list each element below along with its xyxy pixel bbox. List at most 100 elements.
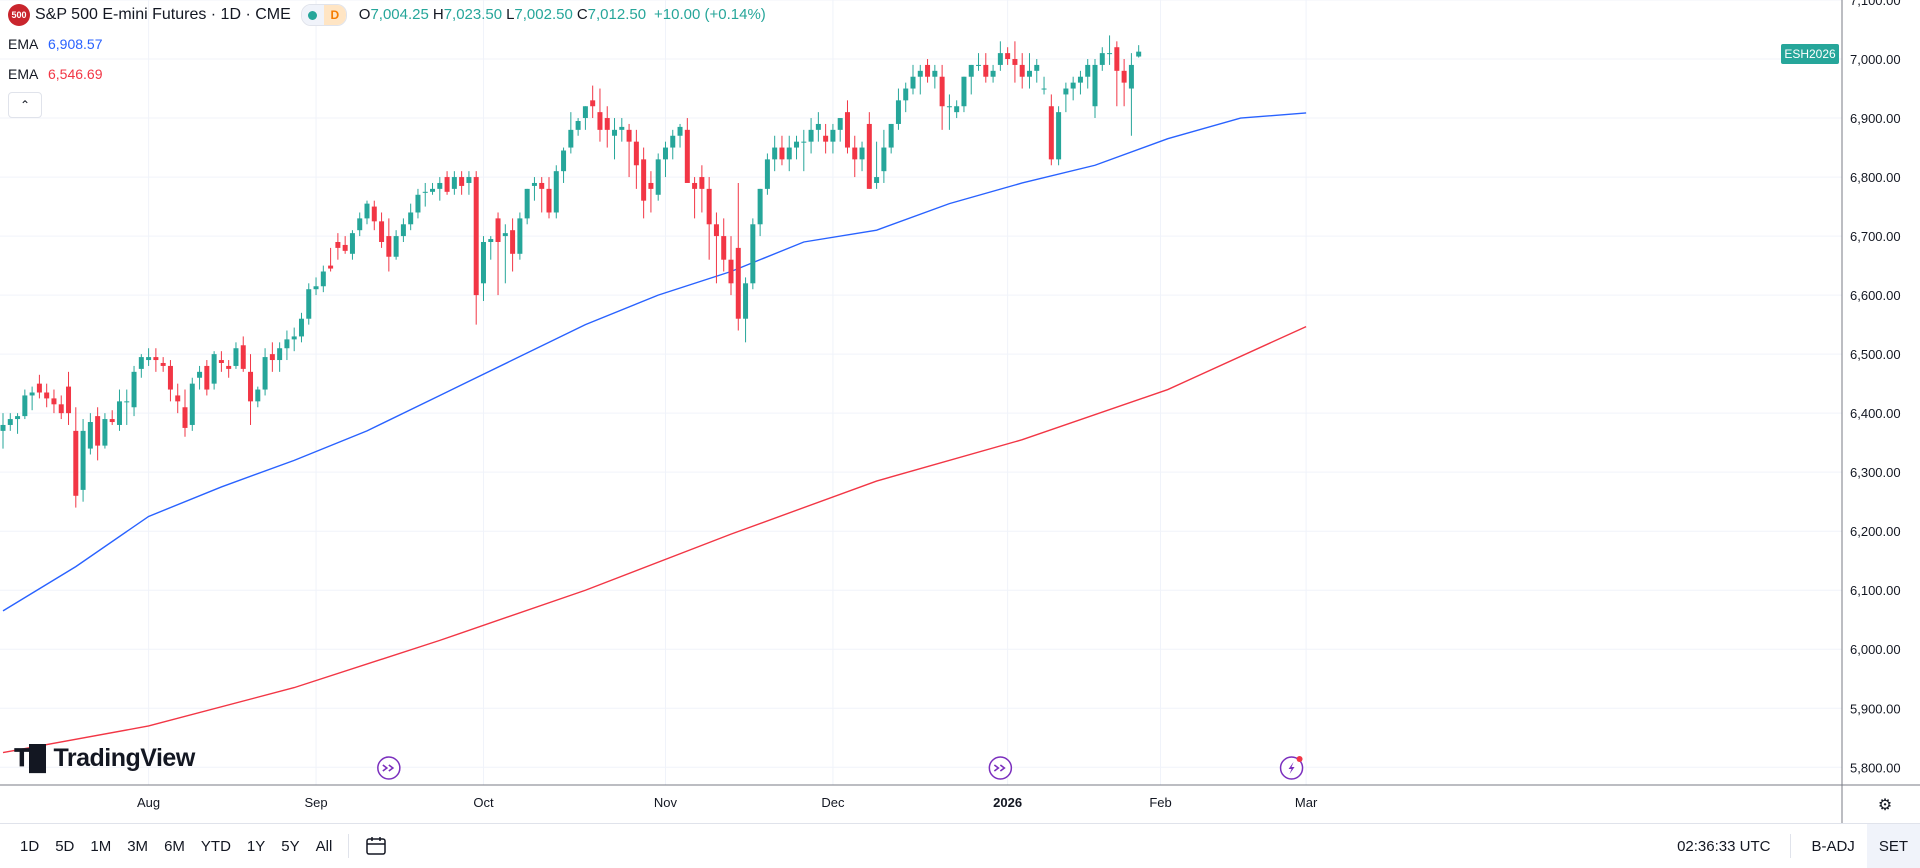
candle-body bbox=[684, 129, 690, 183]
price-chart[interactable]: 5,800.00 5,900.00 6,000.00 6,100.00 6,200.00… bbox=[0, 0, 1920, 823]
candle-body bbox=[488, 239, 494, 242]
candle-body bbox=[968, 64, 974, 77]
candle-body bbox=[874, 177, 880, 183]
candle-body bbox=[837, 118, 843, 130]
candle-body bbox=[597, 112, 603, 130]
candle-body bbox=[859, 147, 865, 160]
candle-body bbox=[226, 365, 232, 369]
candle-body bbox=[66, 386, 72, 414]
range-5d-button[interactable]: 5D bbox=[55, 837, 75, 855]
candle-body bbox=[15, 416, 21, 420]
candle-body bbox=[612, 129, 618, 136]
candle-body bbox=[888, 123, 894, 148]
candle-body bbox=[670, 135, 676, 148]
clock-time[interactable]: 02:36:33 UTC bbox=[1677, 837, 1771, 855]
adjustment-button[interactable]: B-ADJ bbox=[1811, 837, 1855, 855]
time-tick-label: Aug bbox=[137, 795, 160, 810]
candle-body bbox=[1026, 70, 1032, 77]
candle-body bbox=[692, 182, 698, 189]
range-1d-button[interactable]: 1D bbox=[20, 837, 40, 855]
candle-body bbox=[823, 135, 829, 142]
candle-body bbox=[1048, 106, 1054, 160]
market-status-pill[interactable]: D bbox=[300, 4, 347, 26]
gear-icon[interactable]: ⚙ bbox=[1877, 797, 1893, 814]
candle-body bbox=[357, 218, 363, 231]
candle-body bbox=[437, 182, 443, 189]
candle-body bbox=[160, 362, 166, 366]
ema-fast-row[interactable]: EMA 6,908.57 bbox=[8, 32, 766, 56]
candle-body bbox=[255, 389, 261, 402]
candle-body bbox=[73, 430, 79, 496]
ohlc-close-label: C bbox=[576, 6, 588, 23]
candle-body bbox=[619, 126, 625, 130]
candle-body bbox=[1012, 59, 1018, 65]
chart-legend: 500 S&P 500 E-mini Futures · 1D · CME D … bbox=[8, 4, 766, 118]
candle-body bbox=[728, 259, 734, 284]
candle-body bbox=[764, 159, 770, 189]
candle-body bbox=[815, 123, 821, 130]
ema-slow-row[interactable]: EMA 6,546.69 bbox=[8, 62, 766, 86]
candle-body bbox=[1121, 70, 1127, 83]
ticker-price-tag: ESH2026 bbox=[1781, 44, 1839, 64]
candle-body bbox=[553, 171, 559, 213]
candle-body bbox=[451, 177, 457, 189]
candle-body bbox=[743, 283, 749, 319]
candle-body bbox=[983, 64, 989, 77]
candle-body bbox=[386, 236, 392, 257]
candle-body bbox=[699, 177, 705, 189]
candle-body bbox=[1136, 51, 1142, 57]
candle-body bbox=[844, 112, 850, 148]
calendar-range-icon[interactable] bbox=[357, 831, 395, 861]
candle-body bbox=[87, 422, 93, 449]
ohlc-high-label: H bbox=[432, 6, 444, 23]
candle-body bbox=[655, 159, 661, 195]
candle-body bbox=[932, 70, 938, 77]
ohlc-open-label: O bbox=[358, 6, 371, 23]
range-ytd-button[interactable]: YTD bbox=[200, 837, 231, 855]
candle-body bbox=[109, 419, 115, 423]
candle-body bbox=[189, 383, 195, 425]
collapse-legend-button[interactable]: ⌃ bbox=[8, 92, 42, 118]
candle-body bbox=[306, 289, 312, 319]
candle-body bbox=[779, 147, 785, 160]
candle-body bbox=[182, 407, 188, 428]
tradingview-logo[interactable]: 𝐓█ TradingView bbox=[14, 744, 195, 773]
candle-body bbox=[459, 177, 465, 186]
tradingview-logo-icon: 𝐓█ bbox=[14, 744, 46, 772]
time-tick-label: 2026 bbox=[993, 795, 1022, 810]
range-1y-button[interactable]: 1Y bbox=[246, 837, 266, 855]
candle-body bbox=[648, 182, 654, 189]
candle-body bbox=[44, 392, 50, 399]
candle-body bbox=[633, 141, 639, 166]
candle-body bbox=[1128, 64, 1134, 89]
candle-body bbox=[757, 188, 763, 225]
range-3m-button[interactable]: 3M bbox=[127, 837, 149, 855]
range-1m-button[interactable]: 1M bbox=[90, 837, 112, 855]
candle-body bbox=[1034, 64, 1040, 71]
candle-body bbox=[997, 53, 1003, 65]
price-tick-label: 6,100.00 bbox=[1850, 583, 1901, 598]
candle-body bbox=[1005, 53, 1011, 60]
symbol-title[interactable]: S&P 500 E-mini Futures · 1D · CME bbox=[35, 6, 291, 23]
ema-slow-line bbox=[2, 325, 1307, 754]
candle-body bbox=[495, 218, 501, 242]
candle-body bbox=[1070, 82, 1076, 89]
candle-body bbox=[531, 182, 537, 186]
range-all-button[interactable]: All bbox=[315, 837, 333, 855]
ohlc-low-label: L bbox=[506, 6, 515, 23]
symbol-logo-icon: 500 bbox=[8, 4, 30, 26]
candle-body bbox=[1114, 47, 1120, 71]
time-tick-label: Dec bbox=[821, 795, 845, 810]
session-button[interactable]: SET bbox=[1866, 824, 1920, 868]
symbol-header: 500 S&P 500 E-mini Futures · 1D · CME D … bbox=[8, 4, 766, 26]
price-tick-label: 6,900.00 bbox=[1850, 111, 1901, 126]
candle-body bbox=[393, 236, 399, 257]
candle-body bbox=[131, 371, 137, 408]
range-5y-button[interactable]: 5Y bbox=[281, 837, 300, 855]
candle-body bbox=[575, 120, 581, 130]
candle-body bbox=[794, 141, 800, 148]
candle-body bbox=[939, 76, 945, 107]
candle-body bbox=[291, 336, 297, 340]
toolbar-divider bbox=[348, 834, 350, 858]
range-6m-button[interactable]: 6M bbox=[164, 837, 185, 855]
